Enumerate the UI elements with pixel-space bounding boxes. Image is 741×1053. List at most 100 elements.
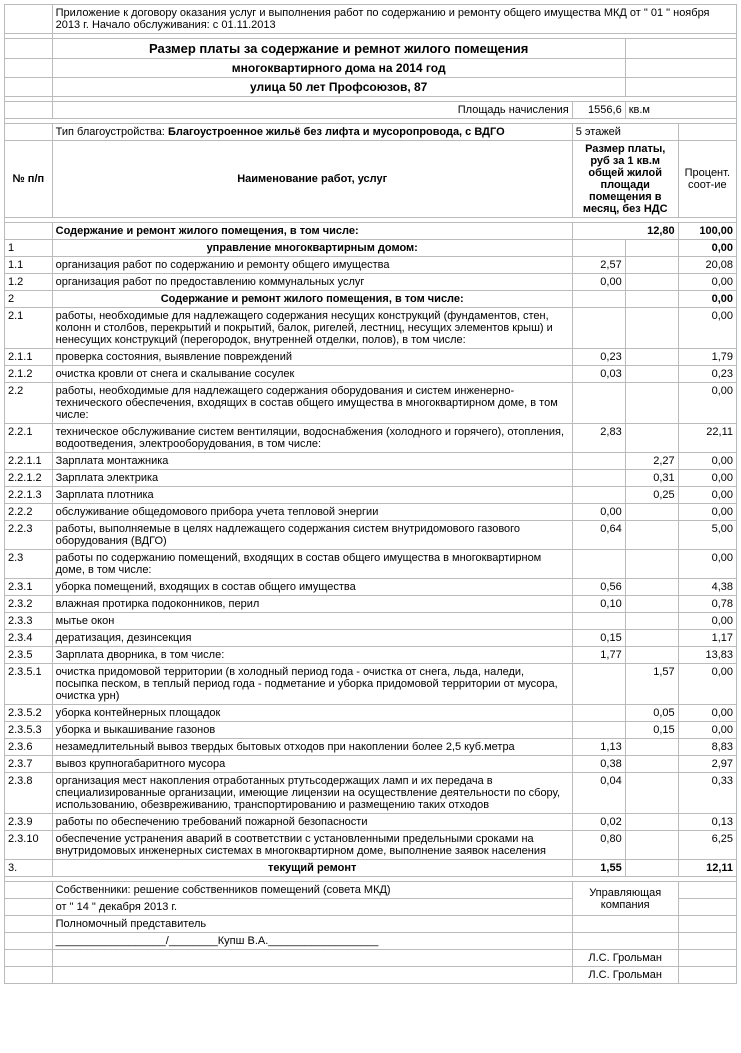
- signature-line: __________________/________Купш В.А.____…: [52, 933, 572, 950]
- row-desc: работы, необходимые для надлежащего соде…: [52, 308, 572, 349]
- owners-text: Собственники: решение собственников поме…: [52, 882, 572, 899]
- table-row: 1.1организация работ по содержанию и рем…: [5, 257, 737, 274]
- table-row: 2.2работы, необходимые для надлежащего с…: [5, 383, 737, 424]
- row-num: 1: [5, 240, 53, 257]
- row-v2: [625, 860, 678, 877]
- title-1: Размер платы за содержание и ремнот жило…: [52, 39, 625, 59]
- row-desc: управление многоквартирным домом:: [52, 240, 572, 257]
- row-num: 2.2.2: [5, 504, 53, 521]
- row-pct: 0,00: [678, 453, 736, 470]
- row-desc: Зарплата дворника, в том числе:: [52, 647, 572, 664]
- row-desc: незамедлительный вывоз твердых бытовых о…: [52, 739, 572, 756]
- row-desc: работы, необходимые для надлежащего соде…: [52, 383, 572, 424]
- row-num: 2.2.1.2: [5, 470, 53, 487]
- company-label: Управляющая компания: [572, 882, 678, 916]
- row-v1: 0,23: [572, 349, 625, 366]
- table-row: 2.2.3работы, выполняемые в целях надлежа…: [5, 521, 737, 550]
- row-pct: 8,83: [678, 739, 736, 756]
- title-3: улица 50 лет Профсоюзов, 87: [52, 78, 625, 97]
- table-row: 2.3.10обеспечение устранения аварий в со…: [5, 831, 737, 860]
- table-row: 2.2.1.3Зарплата плотника 0,250,00: [5, 487, 737, 504]
- row-pct: 0,00: [678, 383, 736, 424]
- row-v2: [625, 756, 678, 773]
- type-row: Тип благоустройства: Благоустроенное жил…: [52, 124, 572, 141]
- table-row: 2.2.2обслуживание общедомового прибора у…: [5, 504, 737, 521]
- row-v2: [625, 550, 678, 579]
- row-desc: вывоз крупногабаритного мусора: [52, 756, 572, 773]
- row-pct: 0,00: [678, 613, 736, 630]
- row-v1: [572, 722, 625, 739]
- row-v2: [625, 366, 678, 383]
- row-num: 2.3.2: [5, 596, 53, 613]
- row-v1: 0,80: [572, 831, 625, 860]
- row-v2: 0,05: [625, 705, 678, 722]
- table-row: 2.3.8организация мест накопления отработ…: [5, 773, 737, 814]
- row-v2: [625, 521, 678, 550]
- row-num: 2.1: [5, 308, 53, 349]
- row-num: 2.2.1: [5, 424, 53, 453]
- row-v1: 0,64: [572, 521, 625, 550]
- row-desc: техническое обслуживание систем вентиляц…: [52, 424, 572, 453]
- row-pct: 0,00: [678, 487, 736, 504]
- table-row: 2.1.1проверка состояния, выявление повре…: [5, 349, 737, 366]
- row-v2: [625, 349, 678, 366]
- table-row: 2.3.6незамедлительный вывоз твердых быто…: [5, 739, 737, 756]
- row-v1: 0,56: [572, 579, 625, 596]
- appendix-text: Приложение к договору оказания услуг и в…: [52, 5, 736, 34]
- row-pct: 0,13: [678, 814, 736, 831]
- row-v2: [625, 739, 678, 756]
- table-row: 1.2организация работ по предоставлению к…: [5, 274, 737, 291]
- table-row: 2.3.5.2уборка контейнерных площадок0,050…: [5, 705, 737, 722]
- row-v2: [625, 596, 678, 613]
- row-num: 2.3.5: [5, 647, 53, 664]
- row-desc: Зарплата плотника: [52, 487, 572, 504]
- row-v1: 0,04: [572, 773, 625, 814]
- row-pct: 0,00: [678, 274, 736, 291]
- row-num: 2.3.5.2: [5, 705, 53, 722]
- row-v2: 1,57: [625, 664, 678, 705]
- row-v2: [625, 630, 678, 647]
- row-num: 2.2.3: [5, 521, 53, 550]
- row-pct: 0,00: [678, 664, 736, 705]
- row-v1: 1,77: [572, 647, 625, 664]
- row-v1: 0,03: [572, 366, 625, 383]
- row-desc: обеспечение устранения аварий в соответс…: [52, 831, 572, 860]
- total-value: 12,80: [572, 223, 678, 240]
- col-num: № п/п: [5, 141, 53, 218]
- row-v1: [572, 705, 625, 722]
- col-price: Размер платы, руб за 1 кв.м общей жилой …: [572, 141, 678, 218]
- row-v2: 0,31: [625, 470, 678, 487]
- table-row: 2Содержание и ремонт жилого помещения, в…: [5, 291, 737, 308]
- sign-1: Л.С. Грольман: [572, 950, 678, 967]
- row-desc: организация работ по содержанию и ремонт…: [52, 257, 572, 274]
- row-v2: 2,27: [625, 453, 678, 470]
- row-num: 2.2.1.3: [5, 487, 53, 504]
- row-v1: [572, 550, 625, 579]
- table-row: 2.1работы, необходимые для надлежащего с…: [5, 308, 737, 349]
- area-value: 1556,6: [572, 102, 625, 119]
- row-v1: [572, 487, 625, 504]
- row-pct: 0,33: [678, 773, 736, 814]
- row-v1: [572, 453, 625, 470]
- col-name: Наименование работ, услуг: [52, 141, 572, 218]
- table-row: 2.3.1уборка помещений, входящих в состав…: [5, 579, 737, 596]
- row-pct: 20,08: [678, 257, 736, 274]
- row-v2: [625, 647, 678, 664]
- row-v1: 1,13: [572, 739, 625, 756]
- row-pct: 0,00: [678, 550, 736, 579]
- row-desc: очистка придомовой территории (в холодны…: [52, 664, 572, 705]
- row-v1: 0,38: [572, 756, 625, 773]
- row-num: 2.3.8: [5, 773, 53, 814]
- row-v2: [625, 814, 678, 831]
- row-desc: обслуживание общедомового прибора учета …: [52, 504, 572, 521]
- row-v2: 0,25: [625, 487, 678, 504]
- row-pct: 0,00: [678, 504, 736, 521]
- row-num: 2.2.1.1: [5, 453, 53, 470]
- table-row: 2.3.4дератизация, дезинсекция0,151,17: [5, 630, 737, 647]
- row-num: 2.3.5.3: [5, 722, 53, 739]
- total-pct: 100,00: [678, 223, 736, 240]
- row-v1: 2,83: [572, 424, 625, 453]
- row-pct: 0,00: [678, 470, 736, 487]
- row-pct: 6,25: [678, 831, 736, 860]
- row-desc: мытье окон: [52, 613, 572, 630]
